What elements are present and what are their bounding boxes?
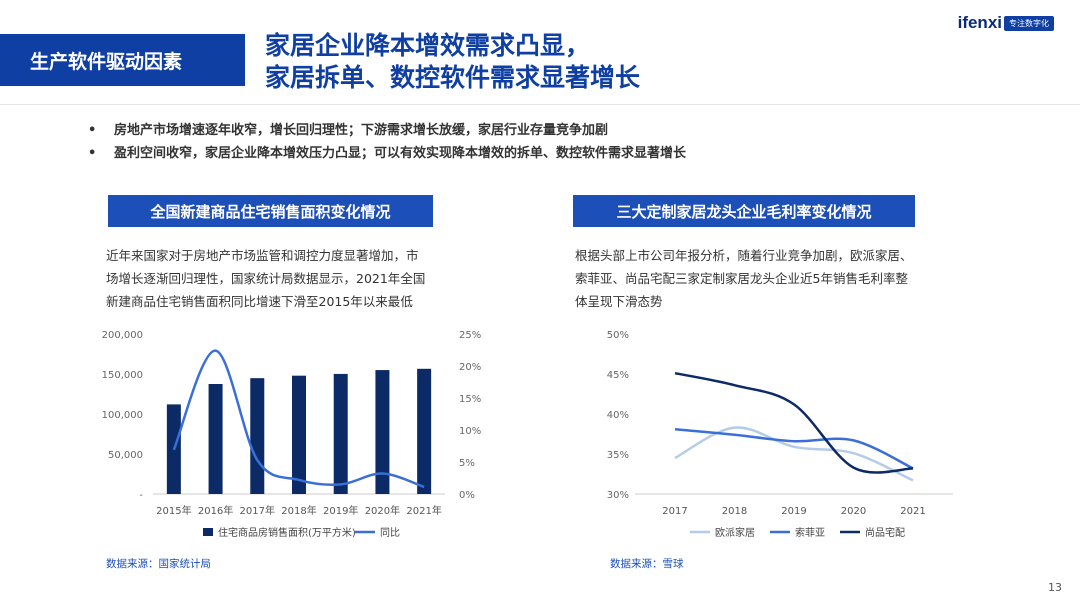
x-tick-label: 2018 bbox=[722, 506, 747, 517]
bullet-text: 盈利空间收窄，家居企业降本增效压力凸显；可以有效实现降本增效的拆单、数控软件需求… bbox=[114, 146, 687, 161]
bar bbox=[250, 378, 265, 494]
x-tick-label: 2015年 bbox=[156, 504, 191, 517]
bar bbox=[292, 375, 306, 494]
y-tick-label: 30% bbox=[607, 490, 629, 501]
y-left-tick-label: 100,000 bbox=[102, 410, 143, 421]
x-tick-label: 2019年 bbox=[323, 504, 358, 517]
y-right-tick-label: 25% bbox=[459, 330, 481, 341]
gross-margin-chart: 30% 35% 40% 45% 50% 2017 2018 2019 2020 2021 欧派家居 索… bbox=[607, 330, 953, 539]
y-left-tick-label: 50,000 bbox=[108, 450, 143, 461]
y-right-tick-label: 0% bbox=[459, 490, 475, 501]
series-line bbox=[674, 427, 914, 470]
right-description-line: 根据头部上市公司年报分析，随着行业竞争加剧，欧派家居、 bbox=[575, 248, 913, 263]
y-right-tick-label: 5% bbox=[459, 458, 475, 469]
page-title-line-2: 家居拆单、数控软件需求显著增长 bbox=[265, 63, 641, 92]
logo-badge: 专注数字化 bbox=[1004, 15, 1054, 31]
y-left-tick-label: - bbox=[139, 490, 143, 501]
housing-sales-chart: - 50,000 100,000 150,000 200,000 0% 5% 10% 15% 20… bbox=[102, 330, 482, 539]
left-description-line: 场增长逐渐回归理性，国家统计局数据显示，2021年全国 bbox=[106, 271, 426, 286]
y-tick-label: 45% bbox=[607, 370, 629, 381]
left-source: 数据来源：国家统计局 bbox=[106, 558, 211, 570]
series-line bbox=[674, 426, 914, 482]
x-tick-label: 2020年 bbox=[365, 504, 400, 517]
bullet-list: • 房地产市场增速逐年收窄，增长回归理性；下游需求增长放缓，家居行业存量竞争加剧 … bbox=[88, 119, 686, 165]
left-description-line: 新建商品住宅销售面积同比增速下滑至2015年以来最低 bbox=[106, 294, 413, 309]
y-tick-label: 50% bbox=[607, 330, 629, 341]
x-tick-label: 2017年 bbox=[240, 504, 275, 517]
right-source: 数据来源：雪球 bbox=[610, 558, 684, 570]
legend-bar-label: 住宅商品房销售面积(万平方米) bbox=[218, 526, 356, 539]
bullet-dot-icon: • bbox=[88, 123, 97, 138]
y-right-tick-label: 20% bbox=[459, 362, 481, 373]
page-title-line-1: 家居企业降本增效需求凸显， bbox=[265, 31, 591, 60]
legend-label: 尚品宅配 bbox=[865, 526, 905, 539]
bar bbox=[333, 373, 348, 494]
x-tick-label: 2021年 bbox=[406, 504, 441, 517]
header-divider bbox=[0, 104, 1080, 105]
y-right-tick-label: 15% bbox=[459, 394, 481, 405]
y-tick-label: 35% bbox=[607, 450, 629, 461]
x-tick-label: 2018年 bbox=[281, 504, 316, 517]
bullet-dot-icon: • bbox=[88, 146, 97, 161]
x-tick-label: 2020 bbox=[841, 506, 866, 517]
legend-label: 索菲亚 bbox=[795, 526, 825, 539]
right-description: 根据头部上市公司年报分析，随着行业竞争加剧，欧派家居、 索菲亚、尚品宅配三家定制… bbox=[575, 244, 913, 313]
right-description-line: 体呈现下滑态势 bbox=[575, 294, 663, 309]
right-description-line: 索菲亚、尚品宅配三家定制家居龙头企业近5年销售毛利率整 bbox=[575, 271, 908, 286]
left-description-line: 近年来国家对于房地产市场监管和调控力度显著增加，市 bbox=[106, 248, 419, 263]
series-line bbox=[674, 371, 914, 474]
page-number: 13 bbox=[1048, 581, 1062, 594]
bullet-text: 房地产市场增速逐年收窄，增长回归理性；下游需求增长放缓，家居行业存量竞争加剧 bbox=[114, 123, 609, 138]
bar bbox=[375, 370, 390, 494]
legend-bar-swatch bbox=[203, 528, 213, 536]
bar bbox=[417, 368, 432, 494]
ifenxi-logo: ifenxi 专注数字化 bbox=[958, 13, 1054, 33]
left-description: 近年来国家对于房地产市场监管和调控力度显著增加，市 场增长逐渐回归理性，国家统计… bbox=[106, 244, 425, 313]
x-tick-label: 2019 bbox=[781, 506, 806, 517]
right-chart-title: 三大定制家居龙头企业毛利率变化情况 bbox=[573, 195, 915, 227]
y-right-tick-label: 10% bbox=[459, 426, 481, 437]
legend-label: 欧派家居 bbox=[715, 526, 755, 539]
bar bbox=[208, 384, 223, 494]
legend-line-label: 同比 bbox=[380, 527, 400, 539]
bullet-item: • 房地产市场增速逐年收窄，增长回归理性；下游需求增长放缓，家居行业存量竞争加剧 bbox=[88, 119, 686, 142]
yoy-line bbox=[172, 349, 425, 489]
bullet-item: • 盈利空间收窄，家居企业降本增效压力凸显；可以有效实现降本增效的拆单、数控软件需… bbox=[88, 142, 686, 165]
y-tick-label: 40% bbox=[607, 410, 629, 421]
left-chart-title: 全国新建商品住宅销售面积变化情况 bbox=[108, 195, 433, 227]
x-tick-label: 2021 bbox=[900, 506, 925, 517]
page-title: 家居企业降本增效需求凸显， 家居拆单、数控软件需求显著增长 bbox=[265, 30, 640, 94]
x-tick-label: 2017 bbox=[662, 506, 687, 517]
y-left-tick-label: 150,000 bbox=[102, 370, 143, 381]
y-left-tick-label: 200,000 bbox=[102, 330, 143, 341]
x-tick-label: 2016年 bbox=[198, 504, 233, 517]
logo-text: ifenxi bbox=[957, 13, 1002, 32]
section-tag: 生产软件驱动因素 bbox=[0, 34, 253, 86]
